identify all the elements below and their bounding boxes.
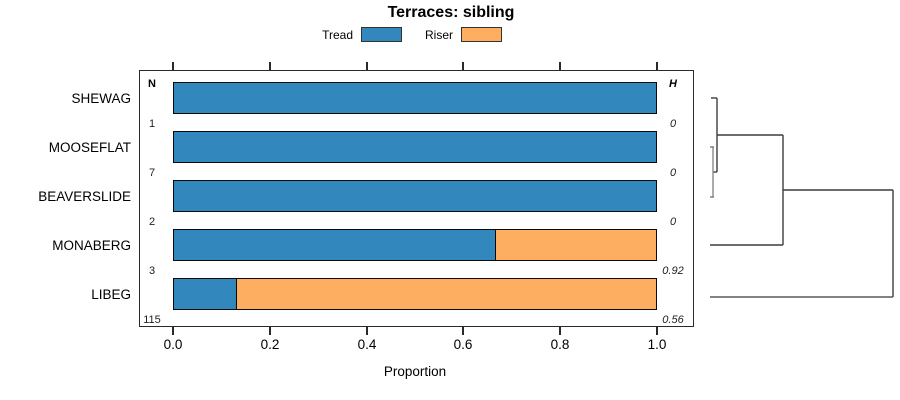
axis-tick-label: 0.4 xyxy=(357,337,377,352)
axis-tick-label: 0.0 xyxy=(163,337,183,352)
bar-segment-tread xyxy=(174,279,236,309)
legend-label-tread: Tread xyxy=(322,28,353,42)
n-value: 2 xyxy=(148,216,156,228)
legend-label-riser: Riser xyxy=(424,28,453,42)
h-value: 0.56 xyxy=(662,314,684,326)
h-value: 0 xyxy=(669,167,677,179)
bar-row xyxy=(173,180,657,212)
axis-tick-bottom xyxy=(172,327,174,335)
legend-swatch-riser-icon xyxy=(461,27,502,42)
axis-tick-top xyxy=(462,62,464,70)
axis-tick-top xyxy=(366,62,368,70)
axis-tick-label: 0.6 xyxy=(453,337,473,352)
bar-segment-tread xyxy=(174,230,495,260)
axis-tick-top xyxy=(172,62,174,70)
n-column-header: N xyxy=(148,78,156,90)
axis-tick-bottom xyxy=(269,327,271,335)
legend-swatch-tread-icon xyxy=(361,27,402,42)
bar-row xyxy=(173,278,657,310)
bar-segment-tread xyxy=(174,83,656,113)
x-axis-title: Proportion xyxy=(383,364,447,379)
plot-box xyxy=(139,70,694,327)
bar-row xyxy=(173,131,657,163)
axis-tick-label: 1.0 xyxy=(647,337,667,352)
category-label: MOOSEFLAT xyxy=(48,139,131,155)
axis-tick-bottom xyxy=(366,327,368,335)
axis-tick-label: 0.8 xyxy=(550,337,570,352)
axis-tick-top xyxy=(656,62,658,70)
bar-segment-riser xyxy=(494,230,656,260)
bar-segment-tread xyxy=(174,181,656,211)
h-value: 0.92 xyxy=(662,265,684,277)
bar-row xyxy=(173,229,657,261)
n-value: 1 xyxy=(148,118,156,130)
category-label: BEAVERSLIDE xyxy=(38,188,131,204)
bar-row xyxy=(173,82,657,114)
category-label: SHEWAG xyxy=(71,90,131,106)
category-label: LIBEG xyxy=(91,286,131,302)
h-value: 0 xyxy=(669,118,677,130)
chart-title: Terraces: sibling xyxy=(387,4,515,21)
n-value: 115 xyxy=(143,314,161,326)
n-value: 3 xyxy=(148,265,156,277)
axis-tick-label: 0.2 xyxy=(260,337,280,352)
bar-segment-tread xyxy=(174,132,656,162)
n-value: 7 xyxy=(148,167,156,179)
axis-tick-bottom xyxy=(656,327,658,335)
axis-tick-bottom xyxy=(559,327,561,335)
h-value: 0 xyxy=(669,216,677,228)
category-label: MONABERG xyxy=(52,237,131,253)
axis-tick-top xyxy=(559,62,561,70)
bar-segment-riser xyxy=(235,279,656,309)
axis-tick-top xyxy=(269,62,271,70)
h-column-header: H xyxy=(669,78,677,90)
axis-tick-bottom xyxy=(462,327,464,335)
